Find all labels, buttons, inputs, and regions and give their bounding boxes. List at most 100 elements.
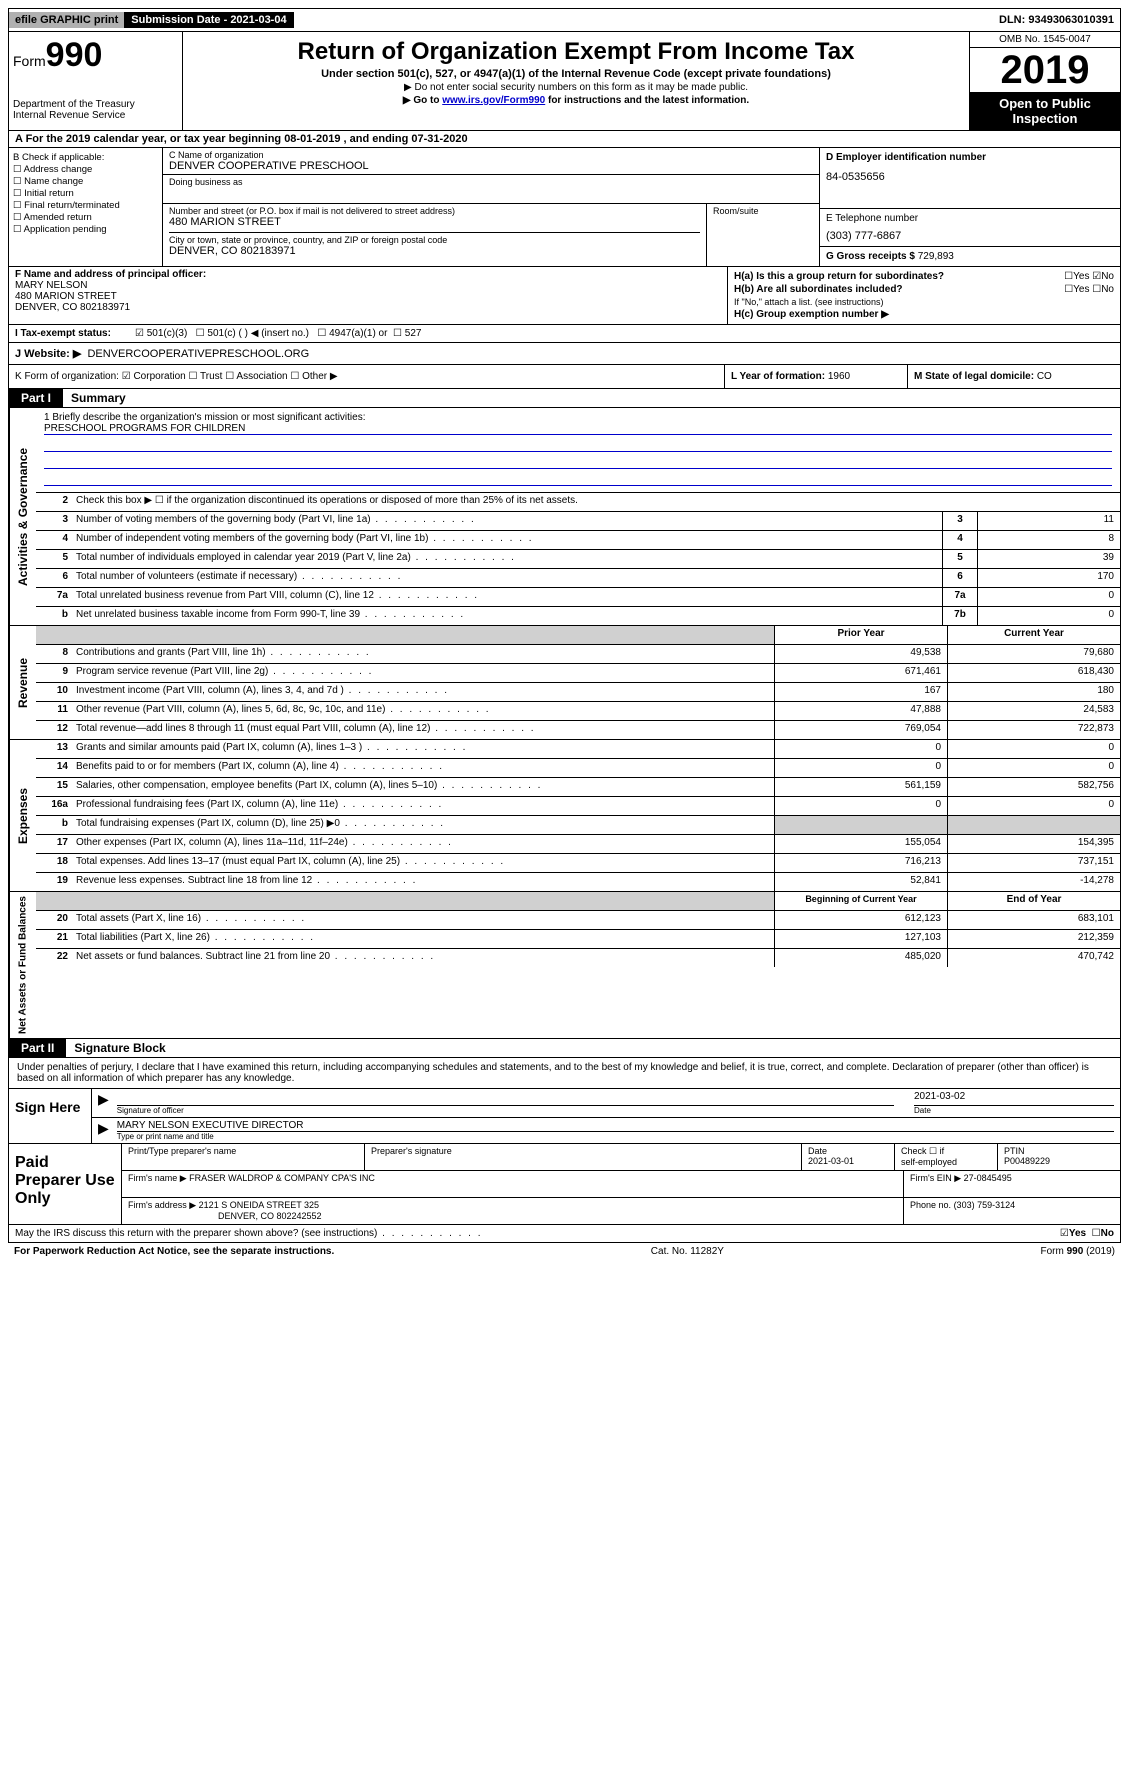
cb-amended-return[interactable]: ☐ Amended return <box>13 212 158 223</box>
side-governance: Activities & Governance <box>9 408 36 625</box>
line-5: Total number of individuals employed in … <box>72 550 942 568</box>
perjury-declaration: Under penalties of perjury, I declare th… <box>9 1058 1120 1089</box>
tax-year-range: A For the 2019 calendar year, or tax yea… <box>8 131 1121 148</box>
mission-answer: PRESCHOOL PROGRAMS FOR CHILDREN <box>44 423 1112 435</box>
line-11: Other revenue (Part VIII, column (A), li… <box>72 702 774 720</box>
dba-label: Doing business as <box>163 175 819 204</box>
line-18-current: 737,151 <box>947 854 1120 872</box>
end-year-header: End of Year <box>947 892 1120 910</box>
cb-final-return[interactable]: ☐ Final return/terminated <box>13 200 158 211</box>
line-10-prior: 167 <box>774 683 947 701</box>
line-2: Check this box ▶ ☐ if the organization d… <box>72 493 1120 511</box>
line-17: Other expenses (Part IX, column (A), lin… <box>72 835 774 853</box>
firm-addr2: DENVER, CO 802242552 <box>128 1211 897 1221</box>
paperwork-notice: For Paperwork Reduction Act Notice, see … <box>14 1246 334 1257</box>
section-m: M State of legal domicile: CO <box>907 365 1120 388</box>
blank-line <box>44 471 1112 486</box>
line-6: Total number of volunteers (estimate if … <box>72 569 942 587</box>
paid-preparer-label: Paid Preparer Use Only <box>9 1144 122 1224</box>
form-title: Return of Organization Exempt From Incom… <box>193 38 959 66</box>
officer-name: MARY NELSON EXECUTIVE DIRECTOR <box>117 1120 1114 1132</box>
phone-label: E Telephone number <box>826 213 1114 224</box>
line-7a-box: 7a <box>942 588 977 606</box>
tax-year: 2019 <box>970 48 1120 92</box>
line-4-box: 4 <box>942 531 977 549</box>
line-21: Total liabilities (Part X, line 26) <box>72 930 774 948</box>
line-13-prior: 0 <box>774 740 947 758</box>
prep-sig-label: Preparer's signature <box>371 1146 795 1156</box>
sig-date-label: Date <box>914 1106 1114 1115</box>
line-14-current: 0 <box>947 759 1120 777</box>
line-11-current: 24,583 <box>947 702 1120 720</box>
cat-no: Cat. No. 11282Y <box>651 1246 724 1257</box>
line-10-current: 180 <box>947 683 1120 701</box>
firm-phone: (303) 759-3124 <box>954 1200 1016 1210</box>
top-bar: efile GRAPHIC print Submission Date - 20… <box>8 8 1121 32</box>
firm-ein-label: Firm's EIN ▶ <box>910 1173 961 1183</box>
form-number: Form990 <box>13 36 178 75</box>
line-19: Revenue less expenses. Subtract line 18 … <box>72 873 774 891</box>
irs: Internal Revenue Service <box>13 110 178 121</box>
firm-phone-label: Phone no. <box>910 1200 951 1210</box>
side-revenue: Revenue <box>9 626 36 739</box>
section-j: J Website: ▶ DENVERCOOPERATIVEPRESCHOOL.… <box>8 343 1121 365</box>
line-10: Investment income (Part VIII, column (A)… <box>72 683 774 701</box>
section-l: L Year of formation: 1960 <box>724 365 907 388</box>
line-6-value: 170 <box>977 569 1120 587</box>
part-1-header: Part I Summary <box>8 389 1121 408</box>
sig-officer-label: Signature of officer <box>117 1106 894 1115</box>
prior-year-header: Prior Year <box>774 626 947 644</box>
line-12-current: 722,873 <box>947 721 1120 739</box>
line-9-current: 618,430 <box>947 664 1120 682</box>
line-3: Number of voting members of the governin… <box>72 512 942 530</box>
form-header: Form990 Department of the Treasury Inter… <box>8 32 1121 131</box>
cb-application-pending[interactable]: ☐ Application pending <box>13 224 158 235</box>
form-ref: Form 990 (2019) <box>1041 1246 1115 1257</box>
room-suite-label: Room/suite <box>706 204 819 266</box>
org-name-label: C Name of organization <box>169 150 813 160</box>
line-20-prior: 612,123 <box>774 911 947 929</box>
submission-date: Submission Date - 2021-03-04 <box>125 12 293 28</box>
line-11-prior: 47,888 <box>774 702 947 720</box>
efile-print-button[interactable]: efile GRAPHIC print <box>9 12 125 28</box>
officer-name-label: Type or print name and title <box>117 1132 1114 1141</box>
line- b: Total fundraising expenses (Part IX, col… <box>72 816 774 834</box>
line-15-current: 582,756 <box>947 778 1120 796</box>
line-6-box: 6 <box>942 569 977 587</box>
line-19-prior: 52,841 <box>774 873 947 891</box>
line-5-box: 5 <box>942 550 977 568</box>
line-12: Total revenue—add lines 8 through 11 (mu… <box>72 721 774 739</box>
instructions-link[interactable]: www.irs.gov/Form990 <box>442 95 545 106</box>
section-h: H(a) Is this a group return for subordin… <box>727 267 1120 324</box>
website-value: DENVERCOOPERATIVEPRESCHOOL.ORG <box>87 348 309 360</box>
line-8-current: 79,680 <box>947 645 1120 663</box>
prep-date-label: Date <box>808 1146 888 1156</box>
line-5-value: 39 <box>977 550 1120 568</box>
blank-line <box>44 454 1112 469</box>
line-8-prior: 49,538 <box>774 645 947 663</box>
line-7a-value: 0 <box>977 588 1120 606</box>
line-14-prior: 0 <box>774 759 947 777</box>
dln: DLN: 93493063010391 <box>993 12 1120 28</box>
arrow-icon: ▶ <box>98 1091 109 1115</box>
line-4-value: 8 <box>977 531 1120 549</box>
cb-address-change[interactable]: ☐ Address change <box>13 164 158 175</box>
irs-discuss-row: May the IRS discuss this return with the… <box>8 1225 1121 1243</box>
self-employed-check[interactable]: Check ☐ if <box>901 1146 991 1157</box>
city-label: City or town, state or province, country… <box>169 232 700 245</box>
ein-value: 84-0535656 <box>826 171 1114 183</box>
ein-label: D Employer identification number <box>826 152 1114 163</box>
cb-initial-return[interactable]: ☐ Initial return <box>13 188 158 199</box>
cb-name-change[interactable]: ☐ Name change <box>13 176 158 187</box>
line-17-current: 154,395 <box>947 835 1120 853</box>
blank-line <box>44 437 1112 452</box>
line-16a: Professional fundraising fees (Part IX, … <box>72 797 774 815</box>
firm-name-label: Firm's name ▶ <box>128 1173 187 1183</box>
city-state-zip: DENVER, CO 802183971 <box>169 245 700 257</box>
line-22-current: 470,742 <box>947 949 1120 967</box>
line-12-prior: 769,054 <box>774 721 947 739</box>
line-15: Salaries, other compensation, employee b… <box>72 778 774 796</box>
line-18: Total expenses. Add lines 13–17 (must eq… <box>72 854 774 872</box>
line-22-prior: 485,020 <box>774 949 947 967</box>
line-20: Total assets (Part X, line 16) <box>72 911 774 929</box>
